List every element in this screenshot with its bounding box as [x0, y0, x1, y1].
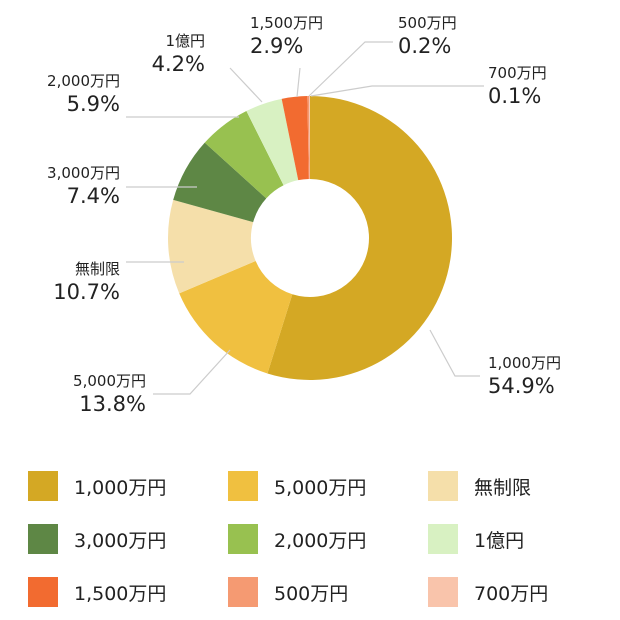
legend-swatch-2 — [428, 471, 458, 501]
legend-item-2: 無制限 — [428, 466, 531, 506]
legend-item-4: 2,000万円 — [228, 519, 366, 559]
legend-swatch-1 — [228, 471, 258, 501]
slice-2 — [168, 199, 256, 294]
slice-label-name-5: 1億円 — [165, 32, 205, 50]
leader-line-7 — [308, 41, 393, 97]
slice-labels: 1,000万円 54.9% 5,000万円 13.8% 無制限 10.7% 3,000万円 7… — [47, 14, 561, 416]
slice-label-value-3: 7.4% — [67, 184, 120, 208]
slice-label-name-8: 700万円 — [488, 64, 547, 82]
slice-0 — [267, 96, 453, 381]
legend-item-0: 1,000万円 — [28, 466, 166, 506]
slice-label-value-8: 0.1% — [488, 84, 541, 108]
slice-5 — [246, 98, 299, 186]
legend-item-6: 1,500万円 — [28, 572, 166, 612]
slice-4 — [204, 111, 284, 199]
legend-swatch-7 — [228, 577, 258, 607]
slice-label-name-1: 5,000万円 — [73, 372, 146, 390]
slice-label-value-4: 5.9% — [67, 92, 120, 116]
legend-swatch-8 — [428, 577, 458, 607]
leader-line-6 — [296, 67, 301, 98]
legend-label-8: 700万円 — [474, 582, 549, 605]
legend-label-7: 500万円 — [274, 582, 349, 605]
legend-swatch-5 — [428, 524, 458, 554]
slice-7 — [307, 96, 310, 180]
slice-1 — [179, 260, 293, 374]
legend-item-1: 5,000万円 — [228, 466, 366, 506]
slice-label-value-2: 10.7% — [53, 280, 120, 304]
legend-item-8: 700万円 — [428, 572, 548, 612]
leader-line-1 — [153, 349, 231, 395]
donut-chart: 1,000万円 54.9% 5,000万円 13.8% 無制限 10.7% 3,000万円 7… — [47, 14, 561, 416]
legend-label-5: 1億円 — [474, 529, 525, 552]
slice-label-value-5: 4.2% — [152, 52, 205, 76]
leader-line-0 — [429, 329, 480, 377]
legend-swatch-3 — [28, 524, 58, 554]
slice-label-value-7: 0.2% — [398, 34, 451, 58]
legend-label-3: 3,000万円 — [74, 529, 167, 552]
legend-item-7: 500万円 — [228, 572, 348, 612]
slice-6 — [281, 96, 309, 181]
slice-label-value-6: 2.9% — [250, 34, 303, 58]
slice-3 — [173, 142, 267, 223]
legend-item-5: 1億円 — [428, 519, 524, 559]
slice-label-name-2: 無制限 — [75, 260, 120, 278]
leader-line-5 — [229, 67, 263, 103]
slice-label-name-7: 500万円 — [398, 14, 457, 32]
slice-8 — [309, 96, 310, 180]
slice-label-name-6: 1,500万円 — [250, 14, 323, 32]
slice-label-name-3: 3,000万円 — [47, 164, 120, 182]
legend-item-3: 3,000万円 — [28, 519, 166, 559]
slice-label-value-1: 13.8% — [79, 392, 146, 416]
slice-label-value-0: 54.9% — [488, 374, 555, 398]
legend-swatch-4 — [228, 524, 258, 554]
leader-line-8 — [310, 85, 484, 97]
slice-label-name-4: 2,000万円 — [47, 72, 120, 90]
legend-label-0: 1,000万円 — [74, 476, 167, 499]
slice-label-name-0: 1,000万円 — [488, 354, 561, 372]
legend-label-2: 無制限 — [474, 476, 532, 499]
leader-lines — [126, 41, 484, 395]
legend-swatch-6 — [28, 577, 58, 607]
legend-label-6: 1,500万円 — [74, 582, 167, 605]
donut-slices — [168, 96, 453, 381]
legend-swatch-0 — [28, 471, 58, 501]
legend-label-4: 2,000万円 — [274, 529, 367, 552]
legend-label-1: 5,000万円 — [274, 476, 367, 499]
